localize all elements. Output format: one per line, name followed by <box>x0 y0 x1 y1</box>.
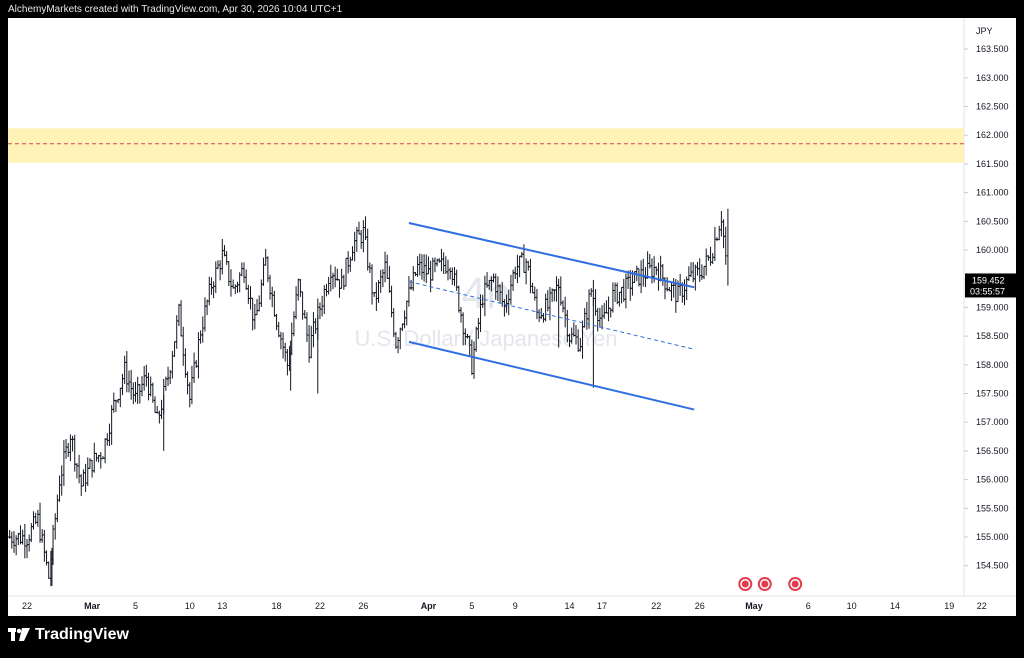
x-tick-label: 22 <box>977 601 987 611</box>
us-flag-icon[interactable] <box>757 577 772 591</box>
x-tick-label: 22 <box>22 601 32 611</box>
y-tick-label: 161.000 <box>976 188 1009 198</box>
x-tick-label: 17 <box>597 601 607 611</box>
y-tick-label: 156.500 <box>976 446 1009 456</box>
y-tick-label: 156.000 <box>976 475 1009 485</box>
x-tick-label: 10 <box>847 601 857 611</box>
x-tick-label: Mar <box>84 601 101 611</box>
price-axis-labels: 163.500 163.000 162.500 162.000 161.500 161.0… <box>964 44 1009 571</box>
time-axis-labels: 22 Mar 5 10 13 18 22 26 Apr 5 9 14 17 22 26 May 6 10 14 19 2… <box>22 601 987 611</box>
us-flag-icon[interactable] <box>788 577 803 591</box>
x-tick-label: 19 <box>944 601 954 611</box>
chart-header: AlchemyMarkets created with TradingView.… <box>8 4 343 15</box>
ohlc-bar <box>724 226 728 265</box>
currency-label: JPY <box>976 26 993 36</box>
resistance-zone[interactable] <box>8 128 964 163</box>
x-tick-label: 22 <box>315 601 325 611</box>
x-tick-label: May <box>745 601 763 611</box>
ohlc-bars <box>8 208 729 587</box>
y-tick-label: 155.000 <box>976 532 1009 542</box>
x-tick-label: 22 <box>651 601 661 611</box>
us-flag-icon[interactable] <box>738 577 753 591</box>
y-tick-label: 157.500 <box>976 389 1009 399</box>
x-tick-label: 5 <box>469 601 474 611</box>
y-tick-label: 157.000 <box>976 417 1009 427</box>
x-tick-label: 26 <box>695 601 705 611</box>
x-tick-label: 26 <box>358 601 368 611</box>
y-tick-label: 159.000 <box>976 302 1009 312</box>
bar-countdown: 03:55:57 <box>970 286 1005 296</box>
economic-event-flags[interactable] <box>738 577 803 591</box>
time-scale[interactable] <box>8 596 1016 616</box>
channel-lower-line[interactable] <box>408 340 695 411</box>
x-tick-label: 14 <box>890 601 900 611</box>
y-tick-label: 160.000 <box>976 245 1009 255</box>
y-tick-label: 162.500 <box>976 102 1009 112</box>
y-tick-label: 154.500 <box>976 561 1009 571</box>
x-tick-label: 6 <box>806 601 811 611</box>
channel-upper-line[interactable] <box>408 222 695 289</box>
watermark-interval: 4h <box>462 269 511 318</box>
plot-area[interactable] <box>8 18 964 596</box>
x-tick-label: 14 <box>564 601 574 611</box>
y-tick-label: 160.500 <box>976 216 1009 226</box>
y-tick-label: 163.500 <box>976 44 1009 54</box>
tradingview-logo[interactable]: TradingView <box>8 626 129 644</box>
x-tick-label: 18 <box>272 601 282 611</box>
x-tick-label: Apr <box>421 601 437 611</box>
y-tick-label: 158.000 <box>976 360 1009 370</box>
tradingview-brand: TradingView <box>35 626 129 643</box>
y-tick-label: 158.500 <box>976 331 1009 341</box>
last-price-label[interactable]: 159.452 03:55:57 <box>965 273 1017 298</box>
y-tick-label: 155.500 <box>976 503 1009 513</box>
x-tick-label: 5 <box>133 601 138 611</box>
x-tick-label: 9 <box>513 601 518 611</box>
x-tick-label: 10 <box>185 601 195 611</box>
price-scale[interactable] <box>964 18 1016 596</box>
tradingview-logo-icon <box>8 628 30 641</box>
y-tick-label: 162.000 <box>976 130 1009 140</box>
x-tick-label: 13 <box>217 601 227 611</box>
y-tick-label: 161.500 <box>976 159 1009 169</box>
last-price-value: 159.452 <box>972 275 1005 285</box>
y-tick-label: 163.000 <box>976 73 1009 83</box>
